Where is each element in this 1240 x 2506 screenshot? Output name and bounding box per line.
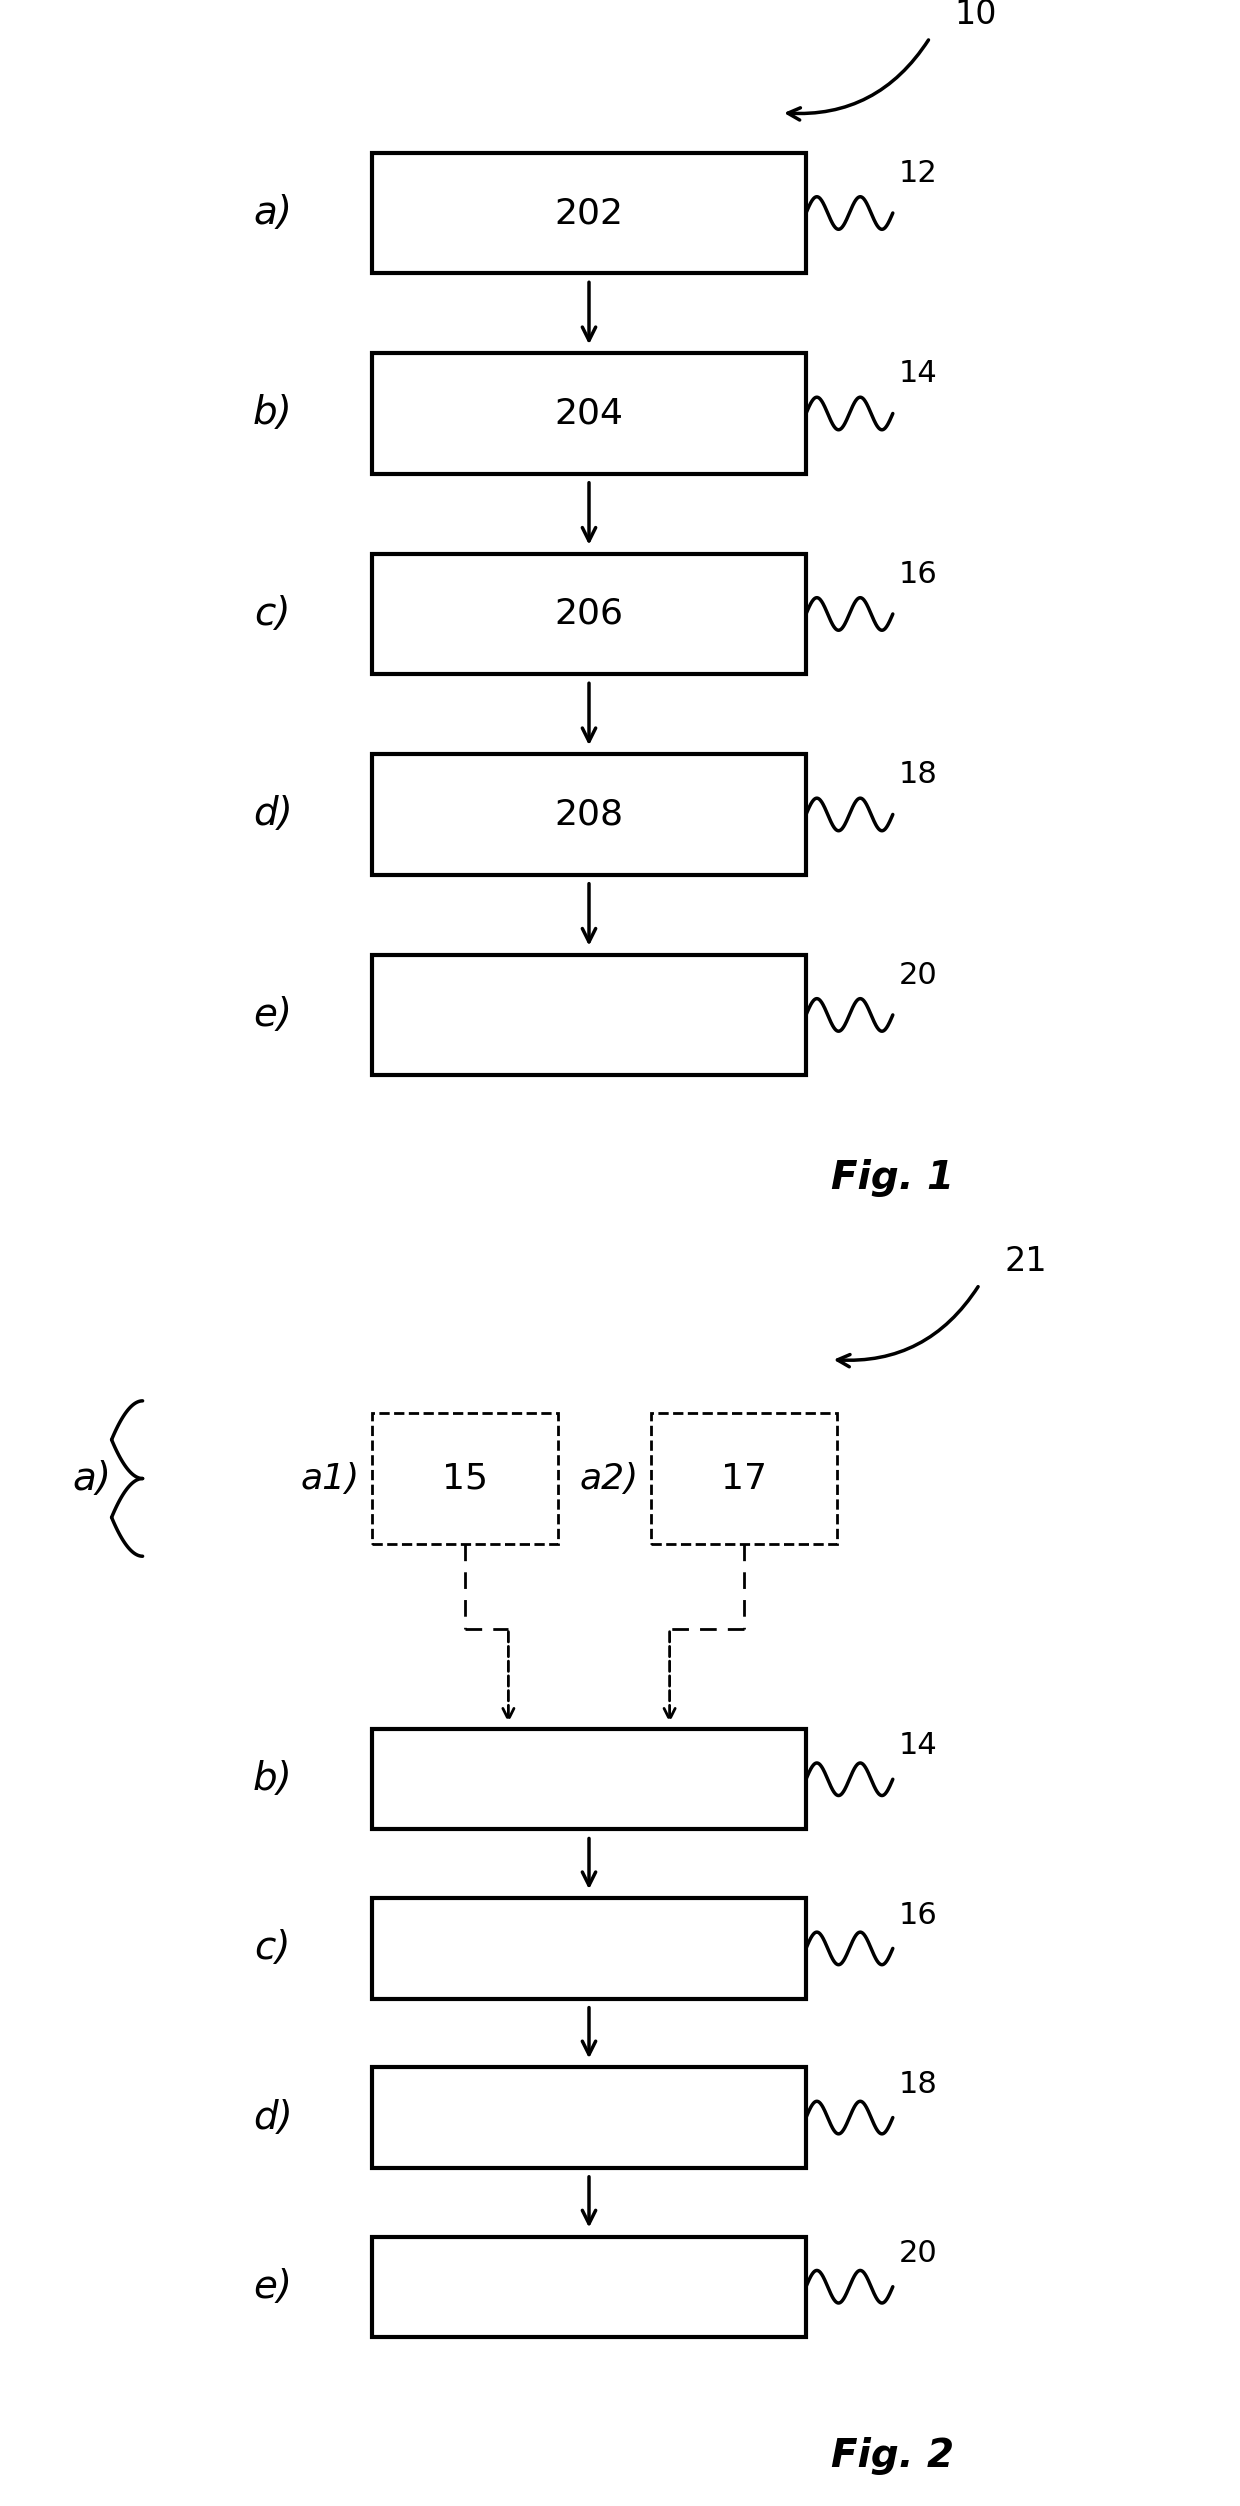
Text: 17: 17 [720,1461,768,1496]
Text: 204: 204 [554,396,624,431]
Text: 202: 202 [554,195,624,231]
Bar [372,2235,806,2336]
Text: d): d) [253,794,293,834]
Bar [372,1900,806,2000]
Text: 12: 12 [899,158,937,188]
Bar [372,353,806,474]
Bar [372,1413,558,1544]
Text: Fig. 2: Fig. 2 [831,2436,955,2476]
Text: c): c) [254,1930,291,1967]
Bar [372,2067,806,2168]
Text: a): a) [73,1458,112,1499]
Text: a): a) [253,193,293,233]
Bar [372,554,806,674]
Text: 20: 20 [899,2238,937,2268]
Text: 208: 208 [554,797,624,832]
Text: 18: 18 [899,759,937,789]
Text: a2): a2) [579,1461,639,1496]
Text: e): e) [253,2268,293,2306]
Text: 21: 21 [1004,1245,1047,1278]
Bar [372,153,806,273]
Bar [372,1729,806,1829]
Text: 16: 16 [899,559,937,589]
Text: 15: 15 [441,1461,489,1496]
Bar [372,754,806,875]
Bar [651,1413,837,1544]
Text: b): b) [253,1759,293,1799]
Text: e): e) [253,995,293,1035]
Bar [372,955,806,1075]
Text: Fig. 1: Fig. 1 [831,1158,955,1198]
Text: 18: 18 [899,2070,937,2100]
Text: 16: 16 [899,1900,937,1930]
Text: b): b) [253,393,293,434]
Text: 20: 20 [899,960,937,990]
Text: c): c) [254,594,291,634]
Text: 206: 206 [554,596,624,632]
Text: 10: 10 [955,0,997,30]
Text: 14: 14 [899,1732,937,1759]
Text: 14: 14 [899,358,937,388]
Text: a1): a1) [300,1461,360,1496]
Text: d): d) [253,2098,293,2138]
